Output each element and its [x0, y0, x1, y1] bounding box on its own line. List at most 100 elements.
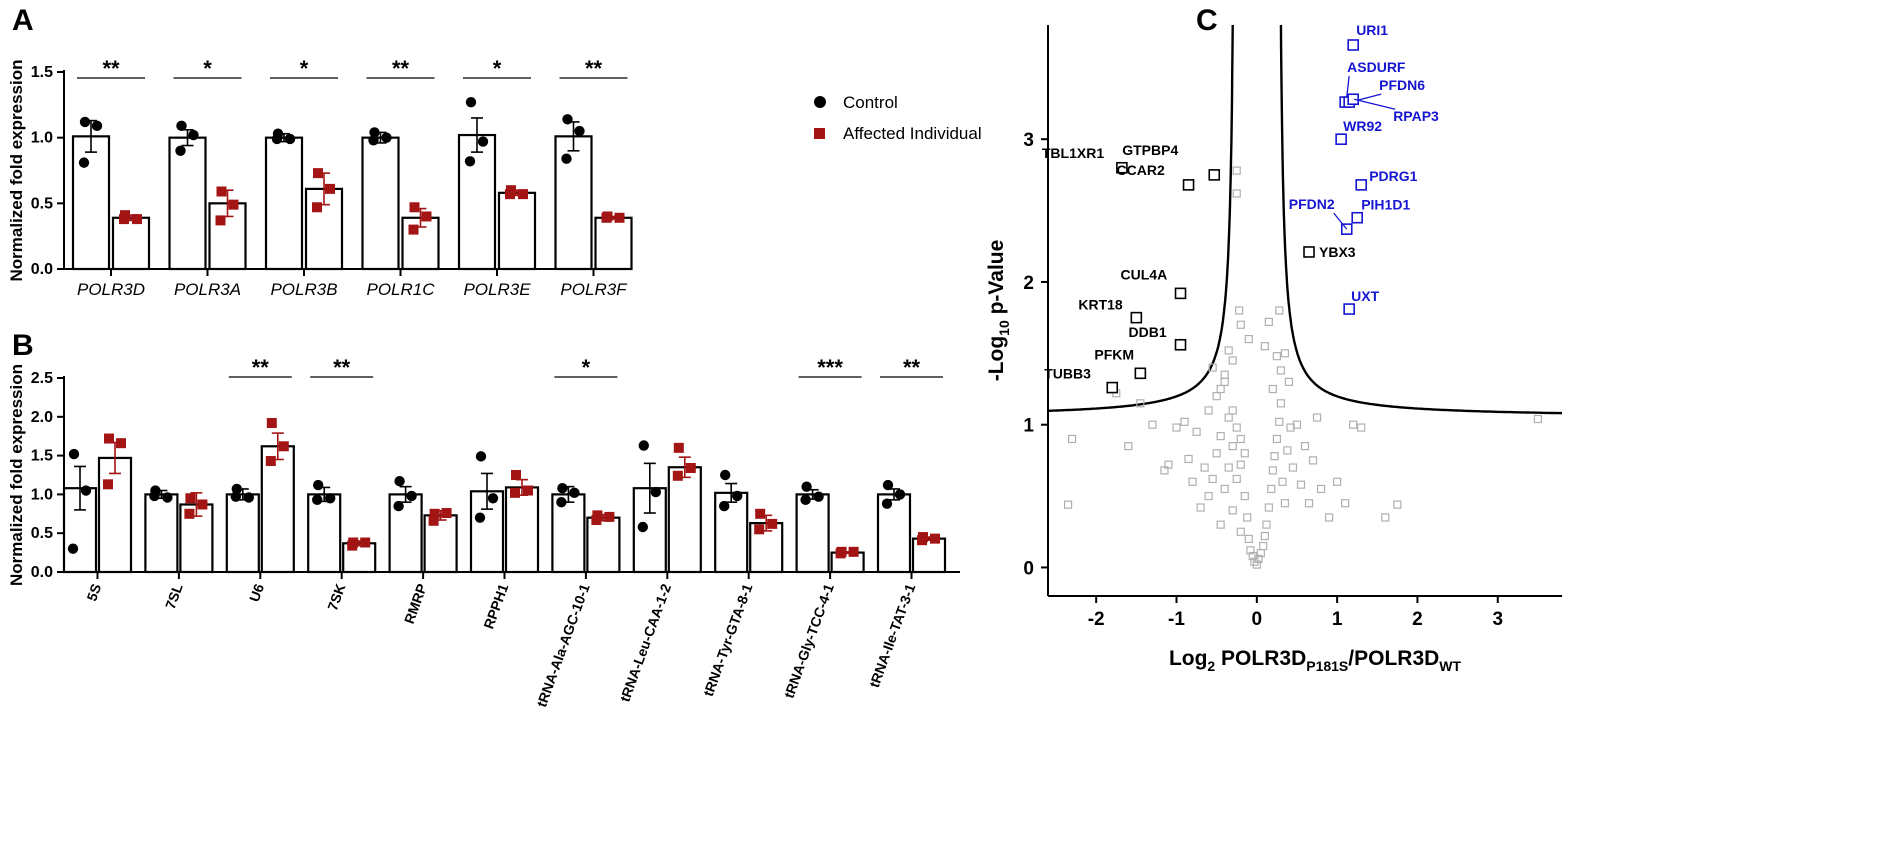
- background-point: [1232, 166, 1241, 175]
- legend-affected-label: Affected Individual: [843, 124, 982, 143]
- background-point: [1124, 442, 1133, 451]
- background-point: [1270, 452, 1279, 461]
- background-point: [1224, 463, 1233, 472]
- control-bar: [795, 493, 830, 574]
- background-point: [1184, 454, 1193, 464]
- background-point: [1240, 491, 1249, 501]
- control-point: [637, 521, 648, 533]
- background-point: [1148, 420, 1157, 429]
- x-tick-label: -2: [1088, 609, 1105, 630]
- background-point: [1204, 406, 1213, 415]
- category-label: POLR3F: [560, 280, 628, 299]
- background-point: [1228, 406, 1237, 415]
- background-point: [1268, 384, 1277, 394]
- background-point: [1316, 484, 1326, 494]
- affected-bar: [497, 191, 537, 271]
- legend-control-label: Control: [843, 93, 898, 112]
- protein-point-pdrg1: [1355, 179, 1368, 191]
- affected-point: [848, 546, 859, 557]
- control-point: [487, 493, 499, 504]
- category-label: tRNA-Tyr-GTA-8-1: [700, 581, 756, 698]
- panel-c-volcano-plot: -2 -1 0 1 2 3 0 1 2 3 URI1 ASDURF PFDN6 RPAP3 WR92 PDRG…: [985, 22, 1562, 674]
- affected-point: [216, 186, 227, 197]
- affected-point: [265, 456, 276, 467]
- affected-point: [132, 214, 142, 225]
- affected-point: [116, 438, 126, 449]
- affected-point: [601, 212, 612, 223]
- background-point: [1381, 513, 1390, 522]
- threshold-curve-right: [1279, 25, 1562, 415]
- background-point: [1228, 356, 1237, 365]
- background-point: [1283, 446, 1292, 455]
- affected-point: [312, 202, 322, 213]
- control-point: [68, 448, 80, 460]
- control-point: [284, 133, 296, 145]
- background-point: [1212, 392, 1221, 401]
- protein-label-ddb1: DDB1: [1129, 324, 1167, 340]
- y-tick-label: 2: [1023, 273, 1034, 294]
- x-tick-label: 1: [1332, 609, 1343, 630]
- affected-point: [408, 224, 419, 235]
- protein-leader-line: [1333, 212, 1348, 230]
- protein-label-pfkm: PFKM: [1094, 346, 1134, 362]
- category-label: RMRP: [401, 582, 430, 626]
- affected-point: [347, 540, 358, 551]
- protein-label-tubb3: TUBB3: [1044, 366, 1091, 382]
- control-bar: [554, 135, 593, 271]
- control-bar: [469, 490, 505, 574]
- significance-marker: **: [903, 355, 921, 380]
- background-point: [1272, 352, 1281, 361]
- control-point: [313, 479, 324, 491]
- y-tick-label: 0.5: [31, 525, 53, 542]
- control-point: [230, 491, 241, 502]
- x-axis-title: Log2 POLR3DP181S/POLR3DWT: [1169, 647, 1462, 674]
- y-axis-title: Normalized fold expression: [7, 364, 26, 586]
- affected-bar: [594, 216, 633, 271]
- background-point: [1333, 477, 1342, 486]
- legend-control-marker: [814, 96, 826, 108]
- protein-label-gtpbp4: GTPBP4: [1122, 142, 1178, 158]
- control-bar: [144, 493, 179, 574]
- affected-bar: [667, 466, 702, 574]
- y-tick-label: 0.0: [31, 564, 53, 581]
- background-point: [1244, 534, 1253, 544]
- background-point: [1349, 420, 1358, 429]
- category-label: tRNA-Leu-CAA-1-2: [617, 581, 675, 704]
- significance-marker: *: [582, 355, 591, 380]
- affected-point: [184, 508, 195, 519]
- control-point: [732, 490, 743, 502]
- background-point: [1393, 500, 1402, 509]
- background-point: [1216, 384, 1225, 394]
- significance-marker: **: [392, 56, 410, 81]
- y-tick-label: 0.5: [31, 195, 53, 212]
- control-point: [813, 491, 824, 502]
- panel-letter-b: B: [12, 329, 34, 362]
- protein-label-asdurf: ASDURF: [1347, 59, 1406, 75]
- background-point: [1308, 456, 1318, 465]
- background-point: [1533, 414, 1543, 424]
- protein-point-ybx3: [1303, 246, 1315, 258]
- y-tick-label: 0: [1023, 558, 1034, 579]
- significance-marker: **: [252, 355, 270, 380]
- protein-point-ddb1: [1174, 338, 1187, 351]
- control-point: [231, 483, 242, 495]
- control-point: [162, 492, 173, 503]
- affected-point: [421, 211, 432, 222]
- y-axis-title: -Log10 p-Value: [985, 240, 1012, 382]
- affected-point: [510, 487, 520, 498]
- background-point: [1260, 531, 1269, 541]
- control-point: [243, 492, 254, 503]
- protein-point-uri1: [1347, 39, 1359, 51]
- protein-point-wr92: [1335, 133, 1347, 145]
- background-point: [1236, 434, 1245, 444]
- background-point: [1357, 423, 1366, 432]
- legend-affected-marker: [814, 128, 825, 139]
- control-point: [369, 127, 380, 138]
- control-bar: [307, 493, 342, 574]
- control-point: [719, 500, 730, 512]
- protein-point-cul4a: [1174, 287, 1187, 300]
- background-point: [1276, 399, 1286, 408]
- control-point: [650, 486, 661, 498]
